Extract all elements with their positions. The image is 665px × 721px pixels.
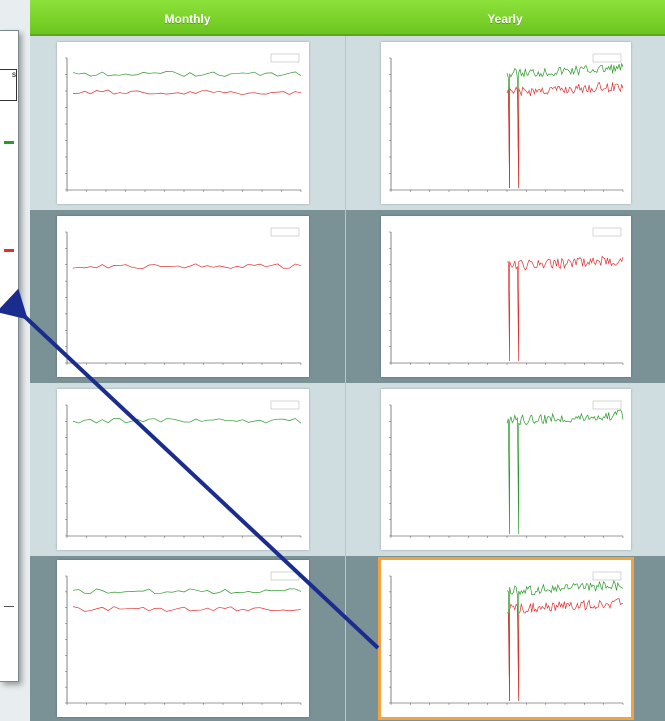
monthly-graph-thumbnail[interactable] <box>57 389 309 550</box>
graph-cell-monthly <box>30 36 346 210</box>
left-divider <box>4 606 14 607</box>
graph-plot <box>57 42 309 204</box>
series-line-red <box>73 607 301 612</box>
graph-cell-monthly <box>30 556 346 721</box>
yearly-graph-thumbnail[interactable] <box>381 560 631 717</box>
graph-cell-monthly <box>30 210 346 383</box>
graph-row <box>30 36 665 210</box>
series-line-red <box>507 599 623 701</box>
header-monthly[interactable]: Monthly <box>30 0 345 34</box>
graph-cell-yearly <box>345 210 665 383</box>
graph-plot <box>381 216 631 377</box>
series-line-green <box>507 581 623 701</box>
series-line-red <box>73 90 301 95</box>
graph-plot <box>57 560 309 717</box>
graph-cell-monthly <box>30 383 346 556</box>
graph-cell-yearly <box>345 36 665 210</box>
monthly-graph-thumbnail[interactable] <box>57 560 309 717</box>
series-line-green <box>507 64 623 188</box>
monthly-graph-thumbnail[interactable] <box>57 42 309 204</box>
series-line-red <box>73 264 301 269</box>
series-line-green <box>507 410 623 534</box>
series-line-red <box>507 82 623 188</box>
graph-row <box>30 383 665 556</box>
graph-cell-yearly <box>345 556 665 721</box>
left-panel-box: s <box>0 69 17 101</box>
series-line-green <box>73 71 301 76</box>
series-line-green <box>73 418 301 423</box>
graph-plot <box>381 42 631 204</box>
header-yearly[interactable]: Yearly <box>345 0 665 34</box>
graph-plot <box>381 389 631 550</box>
series-line-red <box>507 256 623 361</box>
graph-grid: Monthly Yearly <box>30 0 665 721</box>
graph-plot <box>57 216 309 377</box>
series-line-green <box>73 589 301 594</box>
yearly-graph-thumbnail[interactable] <box>381 216 631 377</box>
monthly-graph-thumbnail[interactable] <box>57 216 309 377</box>
graph-row <box>30 556 665 721</box>
graph-cell-yearly <box>345 383 665 556</box>
column-header: Monthly Yearly <box>30 0 665 36</box>
yearly-graph-thumbnail[interactable] <box>381 42 631 204</box>
left-panel: s <box>0 30 19 682</box>
graph-plot <box>57 389 309 550</box>
left-green-mark <box>4 141 14 144</box>
graph-row <box>30 210 665 383</box>
graph-plot <box>381 560 631 717</box>
left-red-mark <box>4 249 14 252</box>
yearly-graph-thumbnail[interactable] <box>381 389 631 550</box>
